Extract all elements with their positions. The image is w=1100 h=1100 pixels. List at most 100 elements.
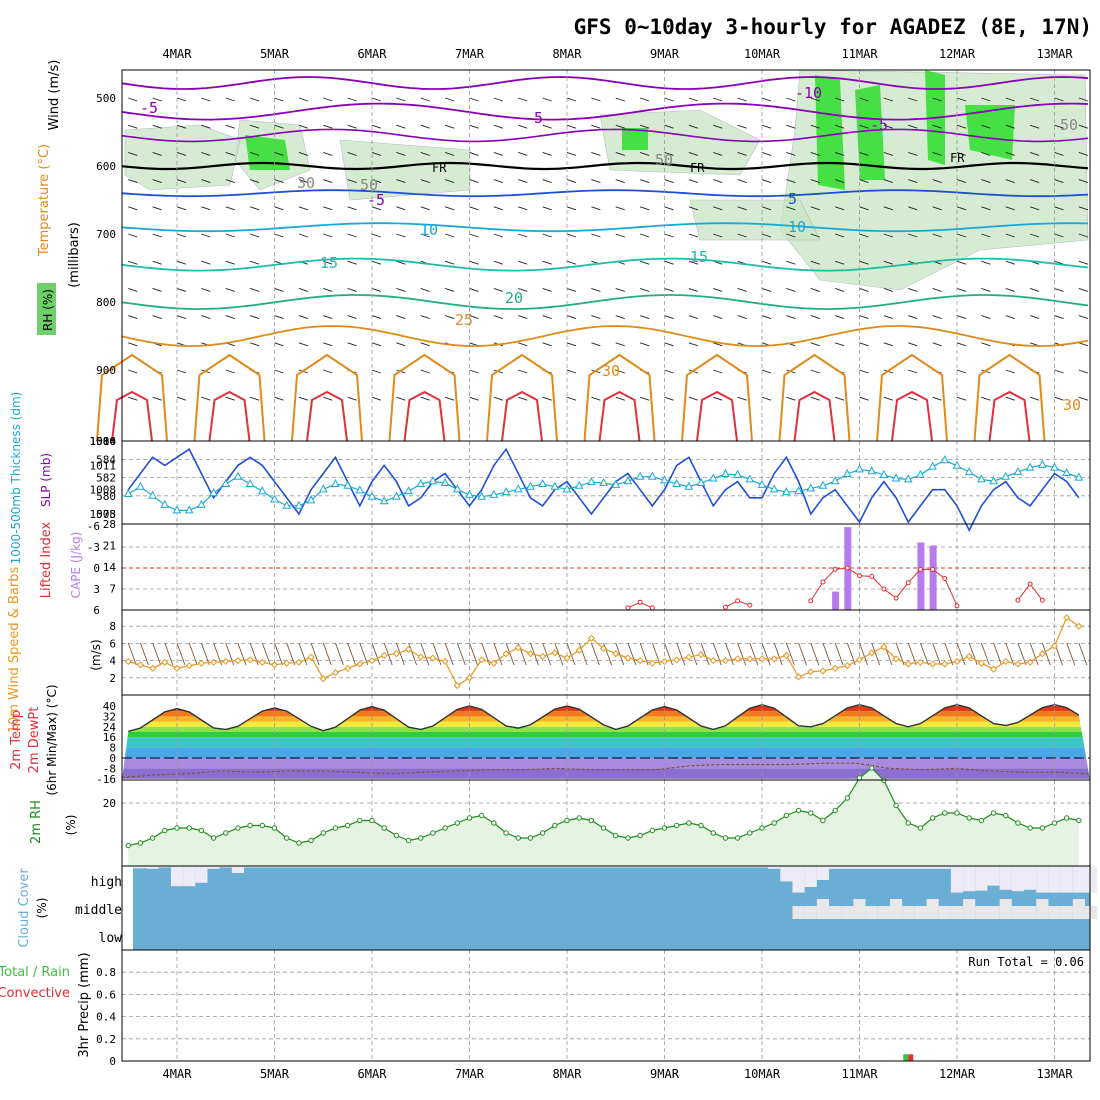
rh-marker xyxy=(576,815,582,821)
thickness-marker xyxy=(233,471,243,480)
wind-barb xyxy=(615,124,625,129)
cloud-clear-high xyxy=(170,866,184,887)
wind-barb xyxy=(810,179,820,184)
wind-barb xyxy=(371,206,382,211)
cloud-clear-high xyxy=(402,866,415,868)
cloud-clear-middle xyxy=(938,906,951,919)
wind-speed-marker xyxy=(149,664,157,672)
wind-barb xyxy=(737,396,747,401)
wind-barb xyxy=(908,206,918,211)
rh-marker xyxy=(832,807,838,814)
wind-barb xyxy=(859,97,869,102)
wind-barb xyxy=(396,151,406,156)
wind-barb xyxy=(1005,97,1015,102)
wind-speed-marker xyxy=(758,655,766,663)
wind-barb xyxy=(615,315,625,320)
wind-barb xyxy=(664,287,674,292)
rh-marker xyxy=(649,827,656,834)
cloud-clear-high xyxy=(707,866,720,868)
wind-barb xyxy=(1078,124,1089,129)
wind-barb xyxy=(639,124,650,129)
wind-barb xyxy=(542,179,552,184)
wind-speed-marker xyxy=(1002,657,1010,665)
wind-barb xyxy=(639,233,650,238)
wind-barb xyxy=(566,151,577,156)
temp-tick: 24 xyxy=(103,721,117,734)
wind-barb xyxy=(932,642,942,666)
rh-marker xyxy=(698,822,704,829)
wind-barb xyxy=(274,315,284,320)
cloud-clear-high xyxy=(682,866,695,868)
wind-barb xyxy=(615,151,625,156)
run-total-label: Run Total = 0.06 xyxy=(968,955,1084,969)
temp-band xyxy=(122,758,1090,769)
wind-speed-marker xyxy=(514,644,522,652)
wind-barb xyxy=(737,287,747,292)
wind-barb xyxy=(261,642,271,666)
precip-label: 3hr Precip (mm) xyxy=(77,952,92,1057)
wind-barb xyxy=(420,97,430,102)
wind-barb xyxy=(542,151,552,156)
wind-barb xyxy=(761,179,772,184)
wind-barb xyxy=(1054,179,1064,184)
wind-barb xyxy=(347,124,357,129)
wind-barb xyxy=(249,97,260,102)
wind-speed-marker xyxy=(161,658,169,666)
wind-barb xyxy=(834,151,845,156)
wind-speed-marker xyxy=(210,658,218,666)
wind-barb xyxy=(908,315,918,320)
wind-barb xyxy=(469,642,478,666)
wind-barb xyxy=(225,206,235,211)
cape-tick: 21 xyxy=(103,540,116,553)
thickness-marker xyxy=(404,486,413,495)
wind-barb xyxy=(1029,97,1040,102)
cloud-clear-high xyxy=(585,866,598,868)
cloud-clear-high xyxy=(1036,866,1049,893)
cloud-cover-panel: high middle low Cloud Cover (%) xyxy=(17,865,1098,951)
rh-marker xyxy=(917,825,924,831)
contour-label: FR xyxy=(690,161,705,175)
cloud-clear-middle xyxy=(926,899,939,919)
wind-barb xyxy=(749,642,759,666)
wind-barb xyxy=(323,287,333,292)
wind-barb xyxy=(761,124,772,129)
cloud-clear-high xyxy=(195,866,208,883)
wind-barb xyxy=(237,642,247,666)
temp-band xyxy=(122,711,1090,717)
thickness-marker xyxy=(940,455,950,464)
wind-speed-marker xyxy=(356,660,364,668)
wind-barb xyxy=(615,369,625,374)
li-tick: -3 xyxy=(87,541,100,554)
wind-speed-marker xyxy=(490,659,498,667)
wind-barb xyxy=(1017,642,1027,666)
wind-speed-marker xyxy=(770,655,778,663)
rh-marker xyxy=(405,837,412,844)
wind-speed-marker xyxy=(819,667,827,675)
rh2m-unit: (%) xyxy=(64,815,78,836)
wind-barb xyxy=(956,151,967,156)
wind-barb xyxy=(591,151,601,156)
thickness-marker xyxy=(989,476,998,485)
rh-marker xyxy=(673,822,680,829)
wind-speed-marker xyxy=(831,664,839,672)
wind-barb xyxy=(152,396,162,401)
wind-barb xyxy=(176,315,187,320)
wind-barb xyxy=(725,642,734,666)
cloud-clear-high xyxy=(329,866,342,868)
wind-barb xyxy=(591,287,601,292)
wind-barb xyxy=(615,287,625,292)
wind-barb xyxy=(469,97,479,102)
wind-barb xyxy=(542,642,552,666)
wind-barb xyxy=(274,287,284,292)
wind-barb xyxy=(469,396,479,401)
wind-barb xyxy=(944,642,954,666)
cloud-clear-high xyxy=(1011,866,1025,892)
wind-barb xyxy=(981,151,991,156)
cloud-clear-high xyxy=(560,866,574,868)
wind-barb xyxy=(956,260,967,265)
wind-barb xyxy=(737,206,747,211)
wind-speed-marker xyxy=(697,651,705,659)
cloud-clear-middle xyxy=(987,906,1000,919)
wind-speed-marker xyxy=(295,658,303,666)
wind-barb xyxy=(810,642,820,666)
